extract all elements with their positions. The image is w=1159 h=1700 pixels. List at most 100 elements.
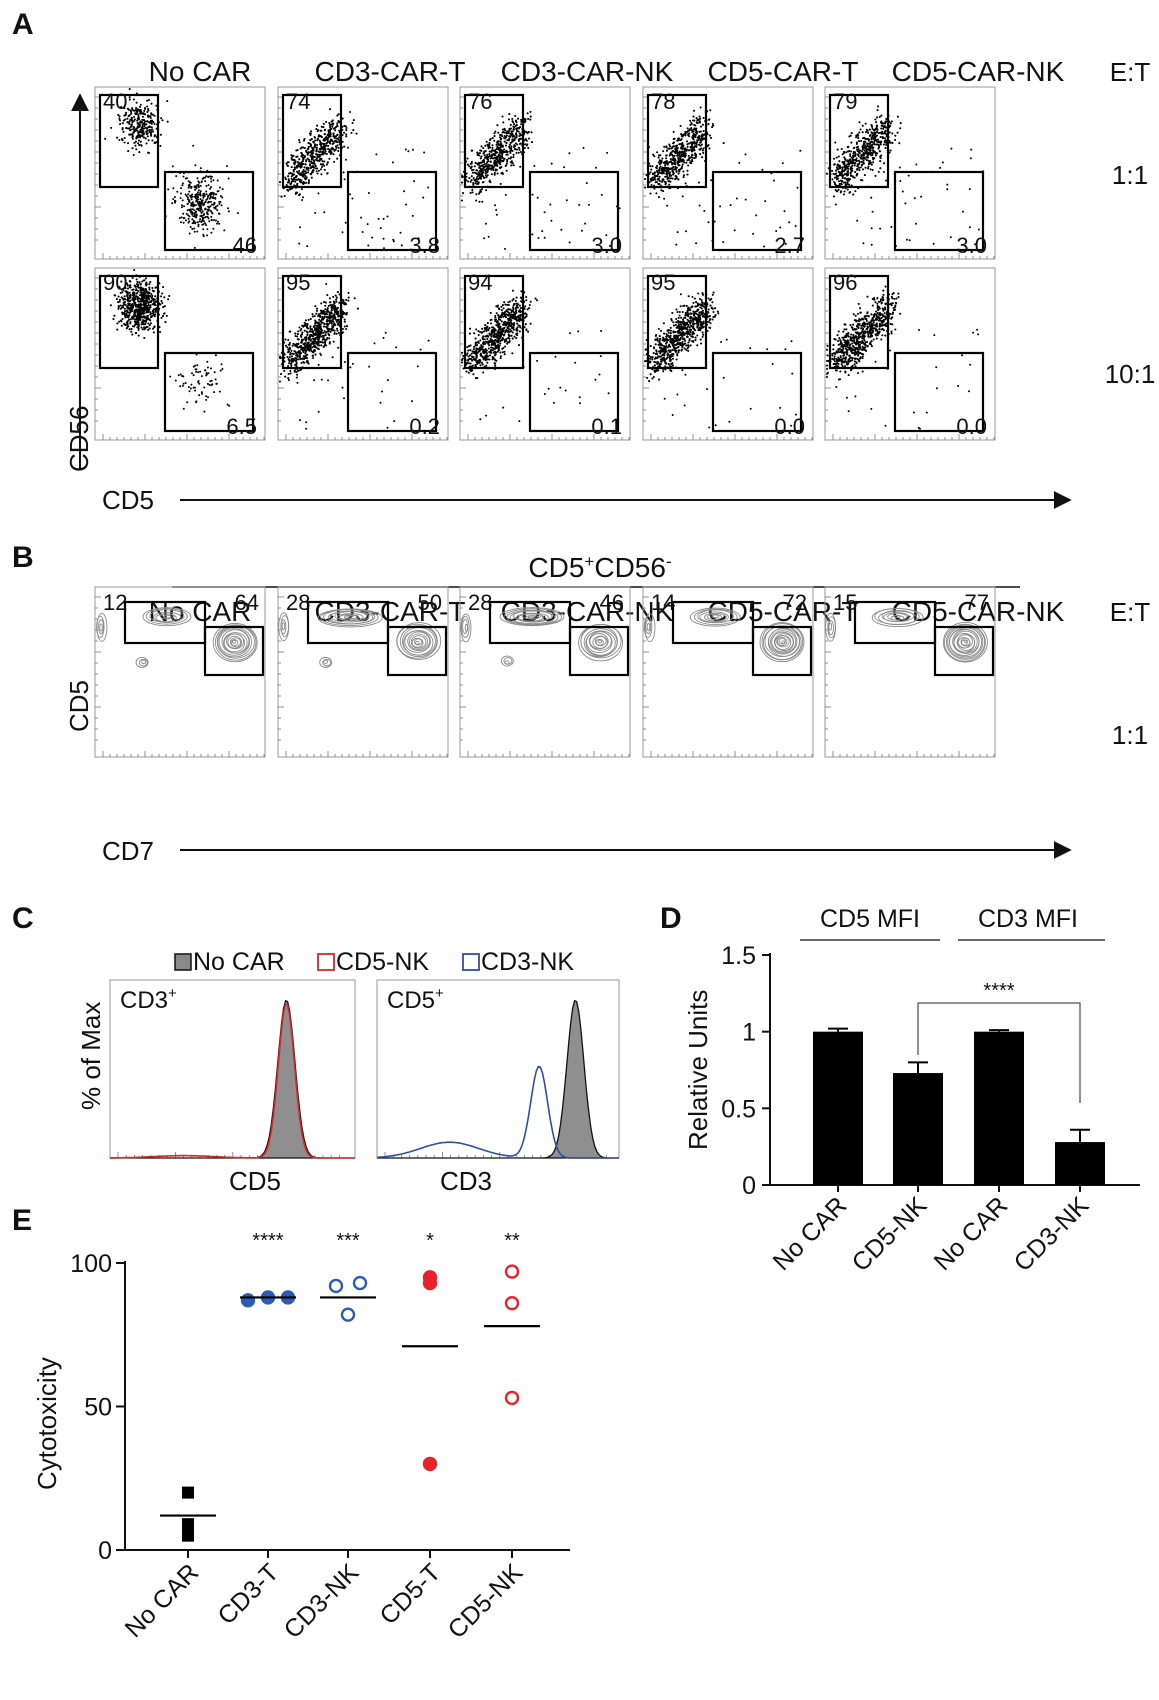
event-dot	[491, 144, 494, 147]
event-dot	[695, 117, 698, 120]
event-dot	[139, 307, 142, 310]
event-dot	[311, 354, 315, 357]
event-dot	[850, 132, 853, 135]
event-dot	[875, 116, 879, 119]
event-dot	[946, 188, 949, 191]
event-dot	[863, 157, 867, 160]
event-dot	[146, 300, 149, 303]
event-dot	[133, 313, 136, 316]
event-dot	[494, 130, 497, 133]
event-dot	[181, 384, 184, 387]
event-dot	[128, 328, 131, 331]
event-dot	[287, 181, 290, 184]
event-dot	[129, 129, 132, 132]
gate-percent-cd5: 3.0	[956, 233, 987, 258]
event-dot	[149, 304, 152, 307]
event-dot	[134, 144, 137, 147]
event-dot	[884, 132, 887, 135]
event-dot	[323, 164, 326, 167]
event-dot	[858, 166, 861, 169]
event-dot	[303, 324, 306, 327]
event-dot	[877, 170, 880, 173]
event-dot	[202, 216, 205, 219]
event-dot	[343, 361, 346, 363]
event-dot	[687, 164, 690, 167]
event-dot	[140, 299, 143, 302]
event-dot	[472, 373, 475, 376]
event-dot	[207, 396, 209, 399]
event-dot	[530, 131, 533, 134]
event-dot	[136, 108, 139, 111]
event-dot	[137, 310, 140, 313]
event-dot	[213, 203, 216, 206]
event-dot	[500, 137, 503, 140]
event-dot	[503, 136, 506, 140]
event-dot	[851, 162, 854, 165]
event-dot	[460, 181, 464, 184]
event-dot	[524, 120, 527, 123]
event-dot	[295, 176, 298, 179]
panel-a-col-head: CD5-CAR-NK	[892, 56, 1065, 87]
event-dot	[323, 148, 326, 151]
event-dot	[493, 132, 496, 135]
event-dot	[863, 136, 866, 139]
event-dot	[366, 223, 369, 226]
event-dot	[306, 333, 309, 336]
event-dot	[842, 174, 845, 177]
event-dot	[313, 348, 316, 351]
event-dot	[744, 153, 747, 156]
event-dot	[128, 120, 131, 123]
event-dot	[665, 159, 668, 163]
event-dot	[121, 288, 124, 291]
event-dot	[836, 164, 839, 167]
event-dot	[849, 158, 852, 161]
event-dot	[214, 378, 217, 381]
event-dot	[120, 324, 123, 327]
event-dot	[470, 352, 473, 355]
event-dot	[306, 157, 309, 160]
event-dot	[857, 137, 860, 140]
event-dot	[876, 105, 880, 108]
event-dot	[503, 131, 506, 134]
event-dot	[304, 170, 307, 173]
event-dot	[860, 160, 863, 163]
event-dot	[663, 180, 666, 183]
event-dot	[693, 123, 696, 127]
event-dot	[672, 149, 675, 152]
event-dot	[701, 137, 704, 140]
event-dot	[121, 122, 124, 125]
event-dot	[200, 391, 203, 394]
event-dot	[497, 140, 500, 143]
event-dot	[327, 310, 330, 313]
event-dot	[702, 116, 705, 120]
event-dot	[323, 330, 326, 333]
event-dot	[841, 168, 844, 171]
event-dot	[333, 309, 336, 312]
event-dot	[336, 114, 339, 117]
event-dot	[493, 165, 496, 168]
event-dot	[682, 174, 685, 177]
event-dot	[310, 176, 313, 179]
event-dot	[123, 141, 126, 144]
event-dot	[335, 140, 338, 143]
event-dot	[154, 304, 157, 307]
event-dot	[515, 132, 518, 135]
event-dot	[328, 301, 331, 304]
event-dot	[148, 327, 151, 330]
event-dot	[322, 317, 326, 320]
event-dot	[874, 136, 877, 139]
event-dot	[351, 197, 354, 200]
event-dot	[873, 131, 876, 134]
event-dot	[140, 315, 143, 318]
gate-cd5-pos	[711, 170, 803, 252]
event-dot	[865, 131, 868, 134]
event-dot	[316, 128, 320, 131]
event-dot	[865, 150, 868, 153]
event-dot	[779, 226, 782, 229]
event-dot	[142, 289, 145, 292]
event-dot	[300, 346, 303, 349]
event-dot	[212, 227, 215, 230]
event-dot	[512, 139, 515, 142]
event-dot	[536, 196, 539, 199]
event-dot	[974, 243, 977, 246]
